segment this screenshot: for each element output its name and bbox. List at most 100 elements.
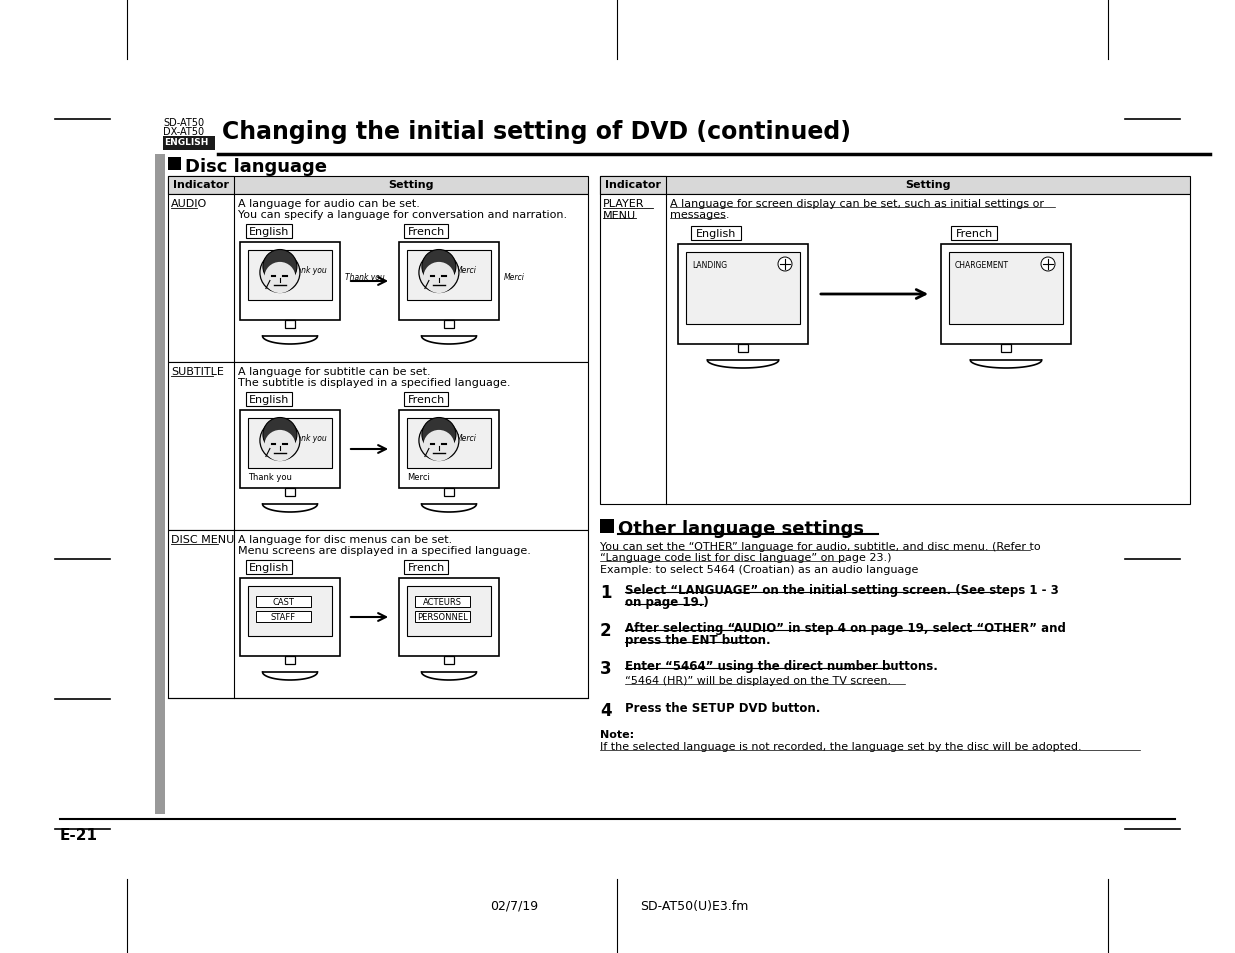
Text: Example: to select 5464 (Croatian) as an audio language: Example: to select 5464 (Croatian) as an… bbox=[600, 564, 919, 575]
Circle shape bbox=[419, 421, 459, 461]
Text: messages.: messages. bbox=[671, 210, 730, 220]
Text: PERSONNEL: PERSONNEL bbox=[417, 613, 468, 622]
Bar bbox=[678, 245, 808, 345]
Bar bbox=[285, 657, 295, 664]
Text: 2: 2 bbox=[600, 621, 611, 639]
Text: CHARGEMENT: CHARGEMENT bbox=[955, 261, 1009, 270]
Text: AUDIO: AUDIO bbox=[170, 199, 207, 209]
Text: LANDING: LANDING bbox=[692, 261, 727, 270]
Text: English: English bbox=[248, 562, 289, 573]
Circle shape bbox=[264, 431, 295, 461]
Bar bbox=[404, 560, 448, 575]
Bar bbox=[415, 597, 469, 607]
Text: 1: 1 bbox=[600, 583, 611, 601]
Circle shape bbox=[264, 263, 295, 294]
Bar bbox=[285, 489, 295, 497]
Circle shape bbox=[422, 251, 456, 284]
Text: If the selected language is not recorded, the language set by the disc will be a: If the selected language is not recorded… bbox=[600, 741, 1082, 751]
Bar bbox=[240, 243, 340, 320]
Bar bbox=[739, 345, 748, 353]
Text: SD-AT50: SD-AT50 bbox=[163, 118, 204, 128]
Text: Other language settings: Other language settings bbox=[618, 519, 864, 537]
Text: English: English bbox=[248, 395, 289, 405]
Bar bbox=[1002, 345, 1011, 353]
Text: 4: 4 bbox=[600, 701, 611, 720]
Bar bbox=[404, 393, 448, 407]
Text: press the ENT button.: press the ENT button. bbox=[625, 634, 771, 646]
Bar bbox=[246, 225, 291, 239]
Bar bbox=[600, 194, 1191, 504]
Text: French: French bbox=[408, 227, 445, 236]
Text: French: French bbox=[408, 395, 445, 405]
Bar bbox=[240, 578, 340, 657]
Bar bbox=[163, 137, 215, 151]
Bar bbox=[168, 177, 588, 194]
Bar bbox=[445, 320, 454, 329]
Circle shape bbox=[259, 253, 300, 294]
Bar bbox=[404, 225, 448, 239]
Bar bbox=[600, 519, 614, 534]
Text: Thank you: Thank you bbox=[248, 473, 291, 481]
Text: 02/7/19: 02/7/19 bbox=[490, 899, 538, 912]
Bar bbox=[408, 586, 492, 637]
Bar bbox=[948, 253, 1063, 325]
Bar bbox=[246, 560, 291, 575]
Bar bbox=[168, 194, 588, 363]
Bar bbox=[168, 177, 233, 194]
Text: French: French bbox=[408, 562, 445, 573]
Bar bbox=[248, 251, 332, 301]
Circle shape bbox=[263, 251, 296, 284]
Text: DX-AT50: DX-AT50 bbox=[163, 127, 204, 137]
Text: ACTEURS: ACTEURS bbox=[422, 598, 462, 607]
Circle shape bbox=[422, 418, 456, 452]
Text: SD-AT50(U)E3.fm: SD-AT50(U)E3.fm bbox=[640, 899, 748, 912]
Bar bbox=[951, 227, 997, 241]
Text: Enter “5464” using the direct number buttons.: Enter “5464” using the direct number but… bbox=[625, 659, 937, 672]
Text: Select “LANGUAGE” on the initial setting screen. (See steps 1 - 3: Select “LANGUAGE” on the initial setting… bbox=[625, 583, 1058, 597]
Text: Merci: Merci bbox=[504, 273, 525, 282]
Bar bbox=[248, 586, 332, 637]
Text: PLAYER
MENU: PLAYER MENU bbox=[603, 199, 645, 220]
Bar bbox=[240, 411, 340, 489]
Bar bbox=[941, 245, 1071, 345]
Bar bbox=[399, 578, 499, 657]
Bar bbox=[692, 227, 741, 241]
Bar bbox=[399, 243, 499, 320]
Circle shape bbox=[263, 418, 296, 452]
Bar bbox=[256, 612, 310, 622]
Bar bbox=[285, 320, 295, 329]
Text: SUBTITLE: SUBTITLE bbox=[170, 367, 224, 376]
Circle shape bbox=[1041, 257, 1055, 272]
Bar bbox=[168, 531, 588, 699]
Circle shape bbox=[424, 263, 454, 294]
Bar bbox=[445, 657, 454, 664]
Bar bbox=[408, 418, 492, 469]
Text: Setting: Setting bbox=[905, 180, 951, 190]
Text: The subtitle is displayed in a specified language.: The subtitle is displayed in a specified… bbox=[238, 377, 510, 388]
Bar bbox=[256, 597, 310, 607]
Text: After selecting “AUDIO” in step 4 on page 19, select “OTHER” and: After selecting “AUDIO” in step 4 on pag… bbox=[625, 621, 1066, 635]
Text: Indicator: Indicator bbox=[605, 180, 661, 190]
Text: 3: 3 bbox=[600, 659, 611, 678]
Text: Note:: Note: bbox=[600, 729, 634, 740]
Text: “Language code list for disc language” on page 23.): “Language code list for disc language” o… bbox=[600, 553, 892, 562]
Text: “5464 (HR)” will be displayed on the TV screen.: “5464 (HR)” will be displayed on the TV … bbox=[625, 676, 892, 685]
Bar bbox=[408, 251, 492, 301]
Text: English: English bbox=[248, 227, 289, 236]
Bar bbox=[445, 489, 454, 497]
Text: Thank you: Thank you bbox=[287, 266, 327, 274]
Text: Thank you: Thank you bbox=[287, 434, 327, 442]
Bar bbox=[248, 418, 332, 469]
Text: Menu screens are displayed in a specified language.: Menu screens are displayed in a specifie… bbox=[238, 545, 531, 556]
Text: STAFF: STAFF bbox=[270, 613, 296, 622]
Bar bbox=[168, 158, 182, 171]
Bar bbox=[246, 393, 291, 407]
Text: Press the SETUP DVD button.: Press the SETUP DVD button. bbox=[625, 701, 820, 714]
Circle shape bbox=[778, 257, 792, 272]
Text: A language for screen display can be set, such as initial settings or: A language for screen display can be set… bbox=[671, 199, 1044, 209]
Text: French: French bbox=[956, 229, 993, 239]
Text: E-21: E-21 bbox=[61, 827, 98, 842]
Text: You can specify a language for conversation and narration.: You can specify a language for conversat… bbox=[238, 210, 567, 220]
Bar bbox=[399, 411, 499, 489]
Text: CAST: CAST bbox=[273, 598, 294, 607]
